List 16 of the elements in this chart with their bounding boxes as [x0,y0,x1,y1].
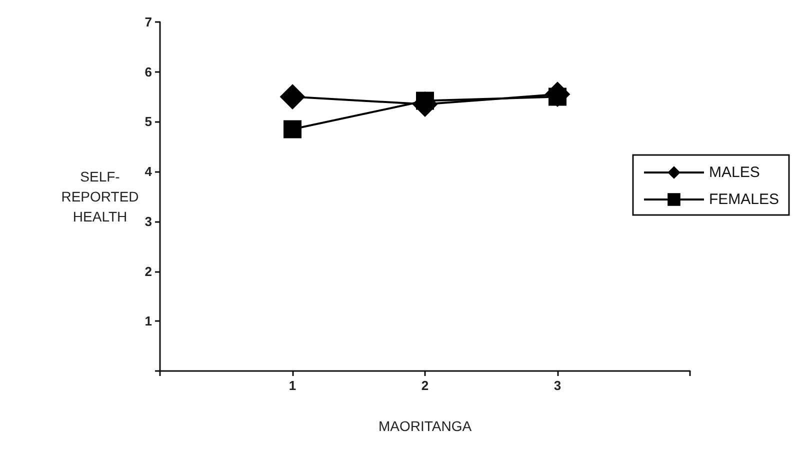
y-tick-label: 4 [144,164,153,180]
y-tick-label: 2 [144,264,152,279]
point [284,120,302,138]
x-axis-title: MAORITANGA [378,418,472,434]
x-tick-label: 1 [288,378,296,393]
y-tick-label: 5 [144,114,152,130]
y-tick-label: 3 [144,214,152,229]
legend-label: FEMALES [708,191,780,208]
x-tick-label: 2 [421,378,429,393]
legend-label: MALES [708,164,760,181]
x-tick-label: 3 [554,378,562,393]
y-tick-label: 1 [144,314,152,329]
y-tick-label: 7 [144,14,152,30]
y-tick-label: 6 [144,64,152,80]
point [280,84,305,110]
y-axis-title: SELF-REPORTED HEALTH [61,168,139,224]
